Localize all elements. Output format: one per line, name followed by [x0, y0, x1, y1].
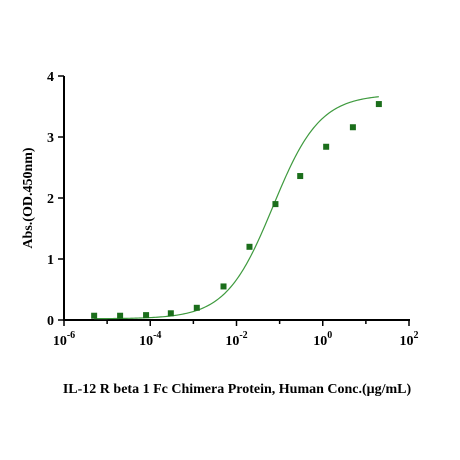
data-point: [323, 143, 330, 150]
x-tick-label-exponent: 0: [327, 330, 332, 341]
y-tick-label: 0: [47, 314, 54, 329]
data-point: [117, 312, 124, 319]
x-tick-label-base: 10: [400, 334, 414, 349]
axes: [63, 76, 410, 321]
y-tick-label: 1: [47, 253, 54, 268]
y-axis-ticks: 0 1 2 3 4: [47, 70, 64, 329]
x-tick-label: 10-6: [53, 330, 75, 349]
data-point: [91, 312, 98, 319]
data-point: [375, 101, 382, 108]
x-tick-label-base: 10: [139, 334, 153, 349]
x-tick-label: 10-4: [139, 330, 161, 349]
y-tick-label: 2: [47, 192, 54, 207]
x-axis-title: IL-12 R beta 1 Fc Chimera Protein, Human…: [63, 382, 412, 397]
x-tick-label: 102: [400, 330, 419, 349]
x-axis-ticks: 10-6 10-4 10-2 100 102: [53, 320, 419, 349]
x-tick-label-exponent: -4: [153, 330, 161, 341]
y-tick-label: 4: [47, 70, 54, 85]
x-tick-label-exponent: -6: [67, 330, 75, 341]
data-point: [167, 310, 174, 317]
x-tick-label-base: 10: [225, 334, 239, 349]
data-point: [246, 243, 253, 250]
x-tick-label: 100: [313, 330, 332, 349]
data-point: [272, 201, 279, 208]
x-tick-label: 10-2: [225, 330, 247, 349]
fit-curve: [94, 96, 379, 320]
x-tick-label-exponent: -2: [239, 330, 247, 341]
x-tick-label-base: 10: [53, 334, 67, 349]
data-point: [220, 283, 227, 290]
data-point: [349, 124, 356, 131]
y-tick-label: 3: [47, 131, 54, 146]
data-point: [193, 304, 200, 311]
x-tick-label-exponent: 2: [414, 330, 419, 341]
x-tick-label-base: 10: [313, 334, 327, 349]
y-axis-title: Abs.(OD.450nm): [21, 147, 36, 248]
data-points: [91, 101, 382, 319]
data-point: [297, 173, 304, 180]
data-point: [143, 312, 150, 319]
